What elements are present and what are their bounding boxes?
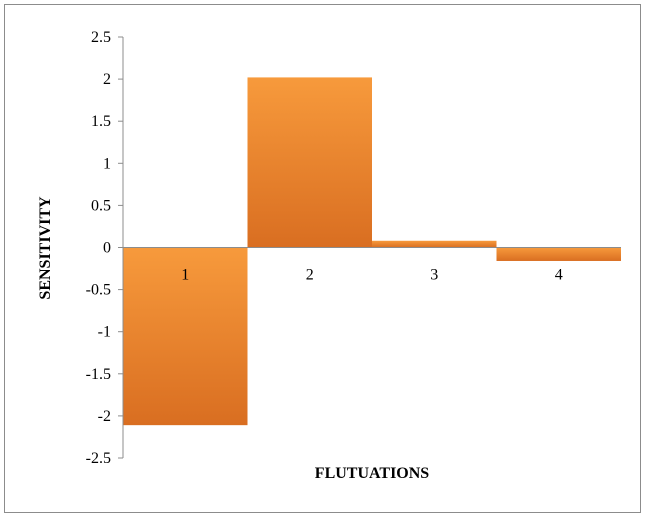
x-tick-label: 3 xyxy=(430,267,438,284)
bar-1 xyxy=(123,247,248,426)
y-tick-label: 0 xyxy=(103,240,111,257)
y-tick-label: 1 xyxy=(103,155,111,172)
y-tick-label: -1 xyxy=(98,324,111,341)
x-tick-label: 1 xyxy=(181,267,189,284)
y-tick-label: -2.5 xyxy=(86,450,111,467)
x-axis-title: FLUTUATIONS xyxy=(315,465,429,482)
y-tick-label: -2 xyxy=(98,408,111,425)
y-tick-label: -0.5 xyxy=(86,282,111,299)
y-tick-label: 2.5 xyxy=(91,29,111,46)
bars-group xyxy=(123,77,621,426)
y-axis-title: SENSITIVITY xyxy=(37,196,54,300)
y-tick-label: -1.5 xyxy=(86,366,111,383)
bar-2 xyxy=(247,77,372,248)
y-tick-label: 0.5 xyxy=(91,197,111,214)
y-tick-label: 1.5 xyxy=(91,113,111,130)
x-tick-label: 4 xyxy=(555,267,563,284)
y-tick-label: 2 xyxy=(103,71,111,88)
x-tick-label: 2 xyxy=(306,267,314,284)
bar-3 xyxy=(372,240,497,248)
y-axis: 2.5 2 1.5 1 0.5 0 -0.5 -1 -1.5 -2 -2.5 xyxy=(86,29,124,467)
bar-4 xyxy=(496,247,621,261)
x-axis: 1 2 3 4 xyxy=(123,247,621,284)
